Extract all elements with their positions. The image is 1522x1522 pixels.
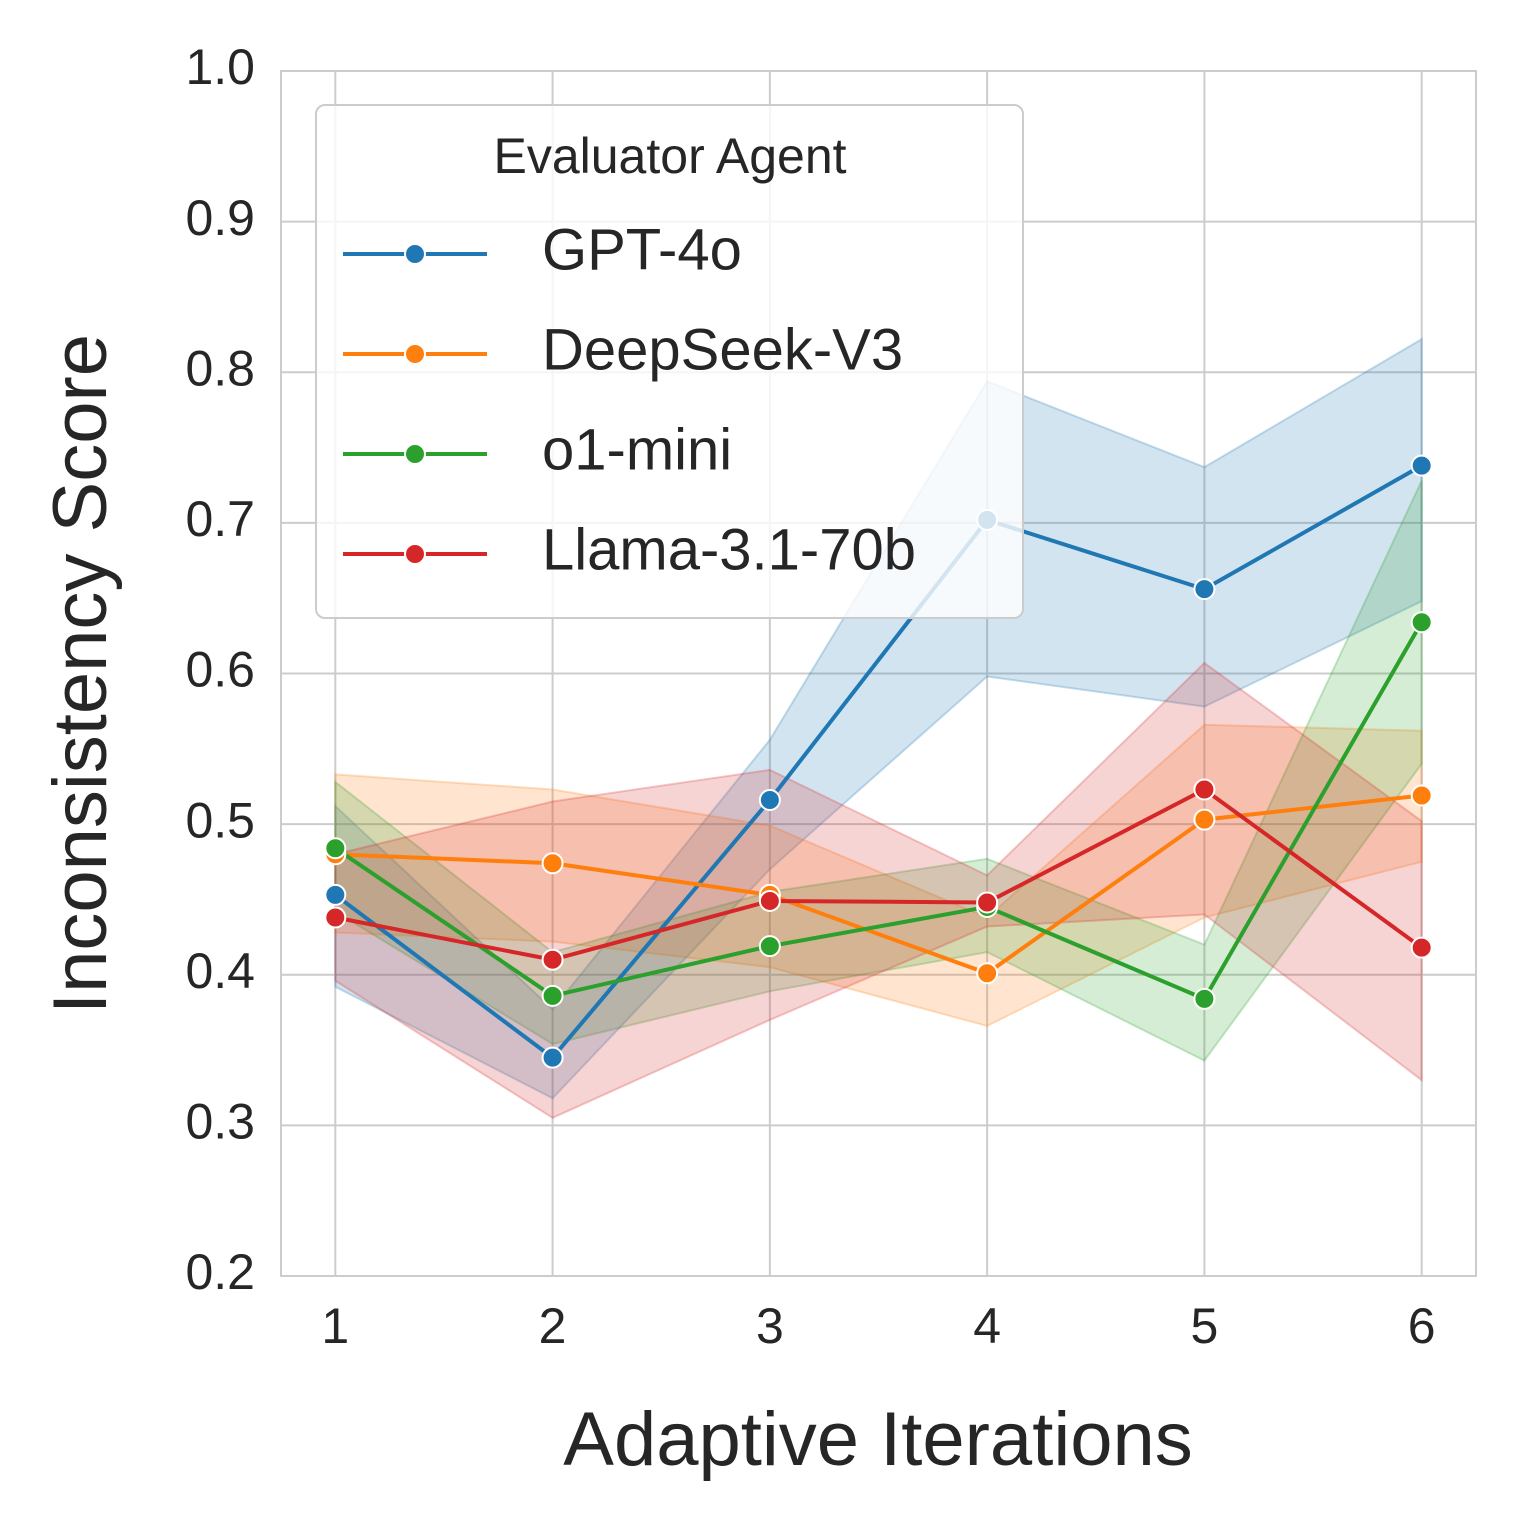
data-point <box>324 837 347 860</box>
data-point <box>1193 778 1216 801</box>
legend-entry-label: DeepSeek-V3 <box>542 317 903 382</box>
data-point <box>758 889 781 912</box>
confidence-band <box>334 337 1423 1100</box>
y-tick-labels: 0.2 0.3 0.4 0.5 0.6 0.7 0.8 0.9 1.0 <box>185 39 255 1300</box>
data-point <box>1193 578 1216 601</box>
data-point <box>541 852 564 875</box>
y-tick-label: 0.6 <box>185 642 255 698</box>
x-tick-label: 1 <box>321 1298 349 1354</box>
x-tick-label: 4 <box>973 1298 1001 1354</box>
y-tick-label: 0.3 <box>185 1094 255 1150</box>
legend: Evaluator Agent GPT-4o DeepSeek-V3 o1-mini… <box>315 104 1024 619</box>
y-axis-label: Inconsistency Score <box>38 334 123 1014</box>
data-point <box>976 962 999 985</box>
legend-swatch-marker <box>404 443 426 465</box>
data-point <box>976 891 999 914</box>
y-tick-label: 0.2 <box>185 1244 255 1300</box>
data-point <box>541 984 564 1007</box>
legend-title: Evaluator Agent <box>493 128 846 184</box>
data-point <box>1410 784 1433 807</box>
legend-swatch-marker <box>404 543 426 565</box>
legend-entry-label: Llama-3.1-70b <box>542 517 916 582</box>
confidence-band <box>334 723 1423 1028</box>
series-lines <box>334 463 1424 1060</box>
x-tick-label: 3 <box>756 1298 784 1354</box>
data-point <box>1410 611 1433 634</box>
y-tick-label: 0.4 <box>185 943 255 999</box>
series-line <box>334 787 1423 962</box>
legend-entry-label: GPT-4o <box>542 217 742 282</box>
data-point <box>1193 987 1216 1010</box>
y-tick-label: 0.8 <box>185 340 255 396</box>
data-point <box>324 906 347 929</box>
legend-entry-label: o1-mini <box>542 417 732 482</box>
legend-swatch-marker <box>404 243 426 265</box>
plot-frame <box>280 70 1477 1277</box>
series-line <box>334 463 1423 1060</box>
series-line <box>334 621 1424 1001</box>
data-point <box>541 1046 564 1069</box>
data-point <box>758 935 781 958</box>
confidence-bands <box>334 337 1423 1119</box>
data-point <box>324 883 347 906</box>
y-tick-label: 0.7 <box>185 491 255 547</box>
legend-box <box>315 104 1024 619</box>
x-tick-label: 5 <box>1191 1298 1219 1354</box>
y-tick-label: 1.0 <box>185 39 255 95</box>
x-tick-label: 2 <box>539 1298 567 1354</box>
data-point <box>541 948 564 971</box>
x-tick-labels: 1 2 3 4 5 6 <box>321 1298 1435 1354</box>
legend-entries: GPT-4o DeepSeek-V3 o1-mini Llama-3.1-70b <box>343 217 916 582</box>
x-tick-label: 6 <box>1408 1298 1436 1354</box>
data-point <box>1193 808 1216 831</box>
data-point <box>1410 936 1433 959</box>
data-point <box>758 789 781 812</box>
confidence-band <box>334 661 1423 1119</box>
x-axis-label: Adaptive Iterations <box>563 1397 1193 1482</box>
y-tick-label: 0.9 <box>185 190 255 246</box>
data-point <box>1410 454 1433 477</box>
y-tick-label: 0.5 <box>185 792 255 848</box>
legend-swatch-marker <box>404 343 426 365</box>
